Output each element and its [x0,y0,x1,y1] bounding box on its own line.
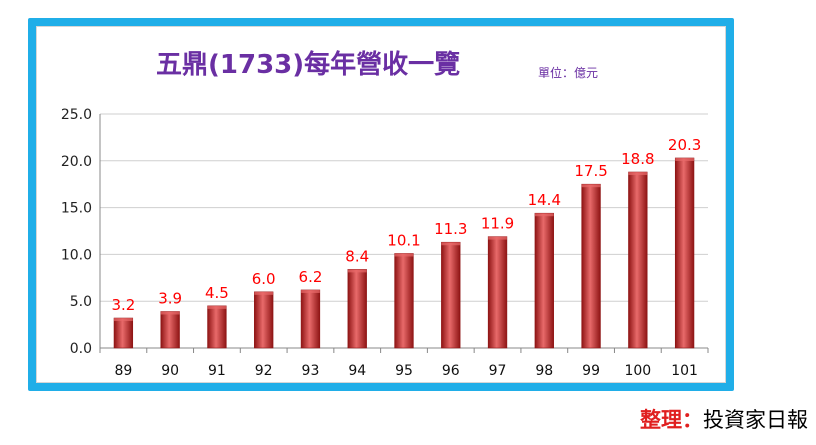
bar-96 [441,241,461,349]
data-label-94: 8.4 [345,247,369,265]
y-tick-label: 20.0 [61,154,92,170]
data-label-97: 11.9 [481,215,514,233]
unit-label: 單位：億元 [538,66,599,80]
bar-cap [534,213,554,217]
data-label-99: 17.5 [574,162,607,180]
x-tick-label: 101 [671,363,698,379]
bar-94 [347,269,367,349]
y-tick-label: 10.0 [61,247,92,263]
label-layer: 3.2 3.9 4.5 6.0 6.2 8.4 10.1 11.3 11.9 14.4 17.5 18… [111,136,701,314]
y-tick-label: 0.0 [70,341,92,357]
bar-91 [207,305,227,349]
bar-cap [160,311,180,315]
credit-source: 投資家日報 [703,408,808,432]
x-tick-label: 95 [395,363,413,379]
data-label-101: 20.3 [668,136,701,154]
x-tick-label: 97 [489,363,507,379]
bar-cap [301,289,320,293]
data-label-96: 11.3 [434,220,467,238]
x-tick-label: 98 [535,363,553,379]
bar-98 [534,212,554,349]
bar-cap [628,172,648,176]
credit-line: 整理：投資家日報 [640,404,808,434]
data-label-98: 14.4 [528,191,561,209]
bar-cap [581,184,601,188]
data-label-93: 6.2 [299,268,323,286]
bar-cap [114,318,133,322]
bar-95 [394,253,414,349]
chart-panel [36,26,726,383]
data-label-95: 10.1 [387,231,420,249]
y-tick-label: 5.0 [70,294,92,310]
bar-cap [254,291,274,295]
data-label-89: 3.2 [111,296,135,314]
bar-cap [207,305,227,309]
bar-89 [113,317,134,349]
bar-97 [487,236,508,349]
y-tick-label: 25.0 [61,107,92,123]
x-tick-label: 89 [114,363,132,379]
bar-cap [441,242,461,246]
bar-layer [113,157,695,349]
bar-90 [160,311,180,349]
credit-label: 整理： [640,408,703,432]
x-tick-label: 96 [442,363,460,379]
x-tick-label: 90 [161,363,179,379]
data-label-91: 4.5 [205,284,229,302]
bar-cap [675,157,694,161]
bar-93 [300,289,321,349]
bar-101 [674,157,695,349]
data-label-92: 6.0 [252,270,276,288]
x-tick-label: 91 [208,363,226,379]
x-tick-label: 94 [348,363,366,379]
x-tick-label: 100 [624,363,651,379]
data-label-100: 18.8 [621,150,654,168]
x-tick-label: 93 [302,363,320,379]
axis-layer: 0.0 5.0 10.0 15.0 20.0 25.0 89 90 91 92 93 94 95 96 97… [61,107,709,379]
chart-title: 五鼎(1733)每年營收一覽 [156,50,461,80]
bar-92 [254,291,274,349]
bar-100 [628,171,648,349]
bar-99 [581,183,601,349]
x-tick-label: 92 [255,363,273,379]
bar-cap [347,269,367,273]
data-label-90: 3.9 [158,289,182,307]
x-tick-label: 99 [582,363,600,379]
bar-cap [488,236,507,240]
y-tick-label: 15.0 [61,201,92,217]
bar-cap [394,253,414,257]
